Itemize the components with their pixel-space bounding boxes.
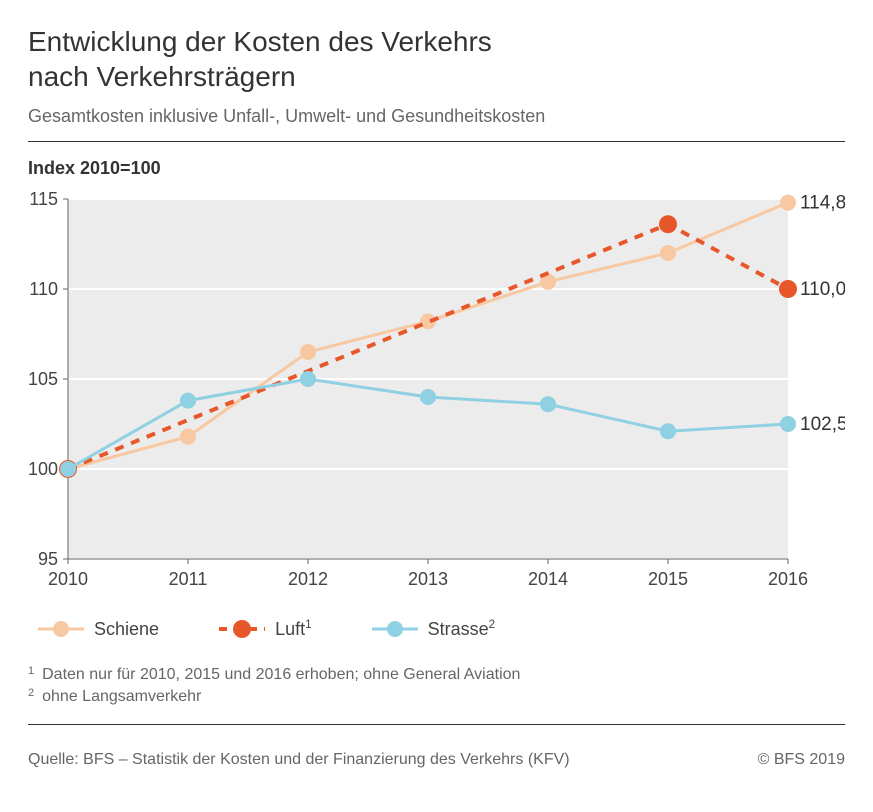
legend-label: Schiene	[94, 619, 159, 640]
svg-text:2010: 2010	[48, 569, 88, 589]
svg-text:105: 105	[28, 369, 58, 389]
svg-text:102,5: 102,5	[800, 414, 845, 435]
footnote-text: ohne Langsamverkehr	[42, 688, 201, 706]
legend-swatch	[372, 619, 418, 639]
legend-swatch	[38, 619, 84, 639]
svg-text:2014: 2014	[528, 569, 568, 589]
legend-item: Luft1	[219, 618, 312, 640]
footnote: 2ohne Langsamverkehr	[28, 688, 845, 706]
legend: Schiene Luft1 Strasse2	[38, 618, 845, 640]
footnote-text: Daten nur für 2010, 2015 und 2016 erhobe…	[42, 666, 520, 684]
legend-swatch	[219, 619, 265, 639]
chart-container: 95 100 105 110 115 2010 2011 2012 2013 2014 2015 20…	[28, 189, 845, 604]
y-axis-label: Index 2010=100	[28, 158, 845, 179]
svg-text:100: 100	[28, 459, 58, 479]
legend-item: Strasse2	[372, 618, 496, 640]
title-line-1: Entwicklung der Kosten des Verkehrs	[28, 26, 492, 57]
bottom-divider	[28, 724, 845, 725]
svg-text:114,8: 114,8	[800, 193, 845, 214]
svg-text:110,0: 110,0	[800, 279, 845, 300]
page-title: Entwicklung der Kosten des Verkehrs nach…	[28, 24, 845, 94]
footnotes: 1Daten nur für 2010, 2015 und 2016 erhob…	[28, 666, 845, 706]
svg-text:2012: 2012	[288, 569, 328, 589]
svg-text:2013: 2013	[408, 569, 448, 589]
source-text: Quelle: BFS – Statistik der Kosten und d…	[28, 751, 570, 769]
subtitle: Gesamtkosten inklusive Unfall-, Umwelt- …	[28, 106, 845, 127]
footer: Quelle: BFS – Statistik der Kosten und d…	[28, 741, 845, 769]
svg-text:2011: 2011	[169, 569, 208, 589]
svg-text:115: 115	[29, 189, 58, 209]
line-chart: 95 100 105 110 115 2010 2011 2012 2013 2014 2015 20…	[28, 189, 845, 599]
legend-label: Strasse2	[428, 618, 496, 640]
svg-text:110: 110	[29, 279, 58, 299]
svg-text:2015: 2015	[648, 569, 688, 589]
legend-label: Luft1	[275, 618, 312, 640]
legend-item: Schiene	[38, 619, 159, 640]
title-line-2: nach Verkehrsträgern	[28, 61, 296, 92]
svg-text:2016: 2016	[768, 569, 808, 589]
top-divider	[28, 141, 845, 142]
svg-text:95: 95	[38, 549, 58, 569]
copyright-text: © BFS 2019	[758, 751, 845, 769]
footnote: 1Daten nur für 2010, 2015 und 2016 erhob…	[28, 666, 845, 684]
